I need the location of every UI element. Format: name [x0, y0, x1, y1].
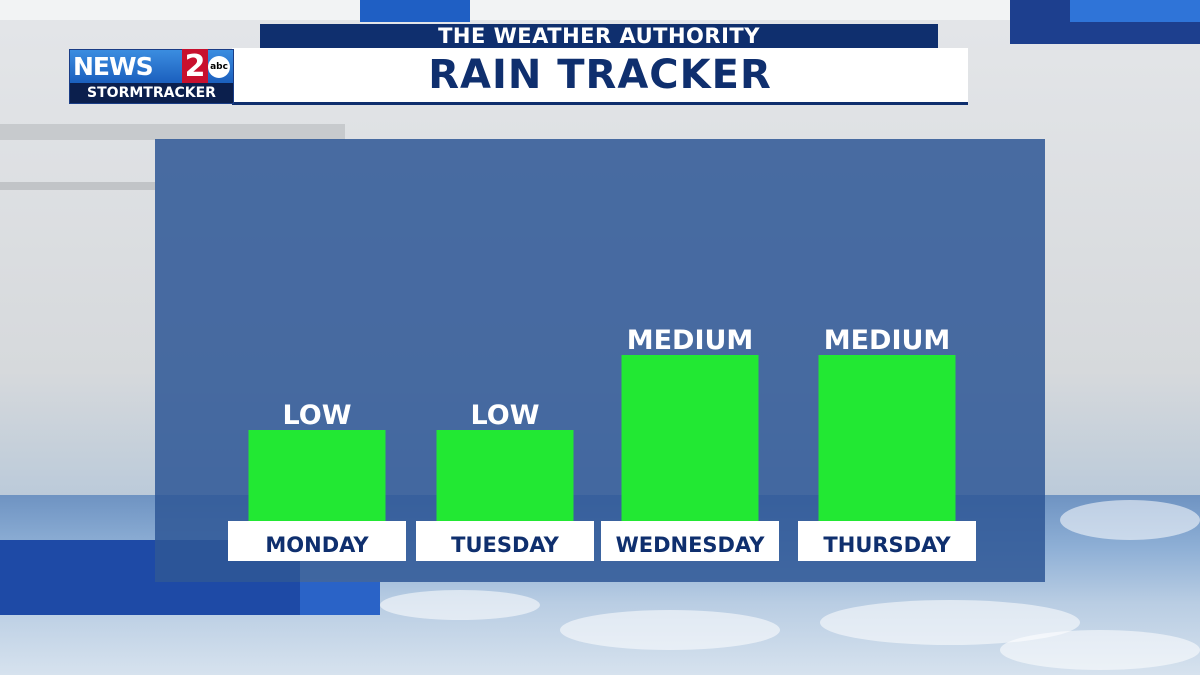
header-subtitle: THE WEATHER AUTHORITY: [260, 24, 938, 48]
bar-label-thursday: MEDIUM: [824, 325, 951, 356]
bar-monday: [248, 430, 386, 521]
logo-network: abc: [208, 56, 230, 78]
bar-tuesday: [436, 430, 574, 521]
bar-label-wednesday: MEDIUM: [627, 325, 754, 356]
category-label-thursday: THURSDAY: [823, 533, 951, 557]
background-slab: [0, 182, 155, 190]
category-box-monday: [228, 521, 406, 561]
background-cloud: [560, 610, 780, 650]
background-blue-block: [360, 0, 470, 22]
logo-tagline: STORMTRACKER: [70, 83, 233, 103]
background-blue-band: [300, 582, 380, 615]
page-title: RAIN TRACKER: [232, 48, 968, 105]
bar-thursday: [818, 355, 956, 521]
category-label-monday: MONDAY: [265, 533, 369, 557]
category-label-tuesday: TUESDAY: [451, 533, 560, 557]
bar-label-tuesday: LOW: [471, 400, 540, 431]
category-box-tuesday: [416, 521, 594, 561]
bar-wednesday: [621, 355, 759, 521]
background-cloud: [380, 590, 540, 620]
background-cloud: [1060, 500, 1200, 540]
background-cloud: [1000, 630, 1200, 670]
category-box-wednesday: [601, 521, 779, 561]
background-slab: [0, 124, 345, 140]
category-box-thursday: [798, 521, 976, 561]
station-logo: NEWS 2 abc STORMTRACKER: [69, 49, 234, 104]
background-blue-block: [1070, 0, 1200, 22]
background-top-strip: [0, 0, 1200, 20]
logo-number: 2: [182, 49, 208, 84]
category-label-wednesday: WEDNESDAY: [616, 533, 766, 557]
bar-label-monday: LOW: [283, 400, 352, 431]
